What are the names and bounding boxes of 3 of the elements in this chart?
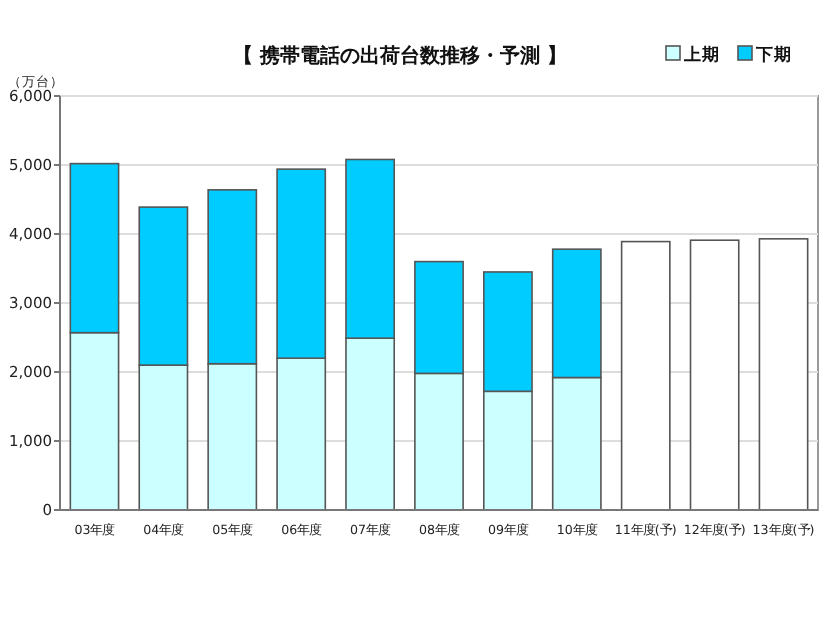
legend-label: 下期 bbox=[754, 43, 792, 66]
chart-title: 【 携帯電話の出荷台数推移・予測 】 bbox=[233, 44, 567, 68]
legend-label: 上期 bbox=[682, 43, 720, 66]
